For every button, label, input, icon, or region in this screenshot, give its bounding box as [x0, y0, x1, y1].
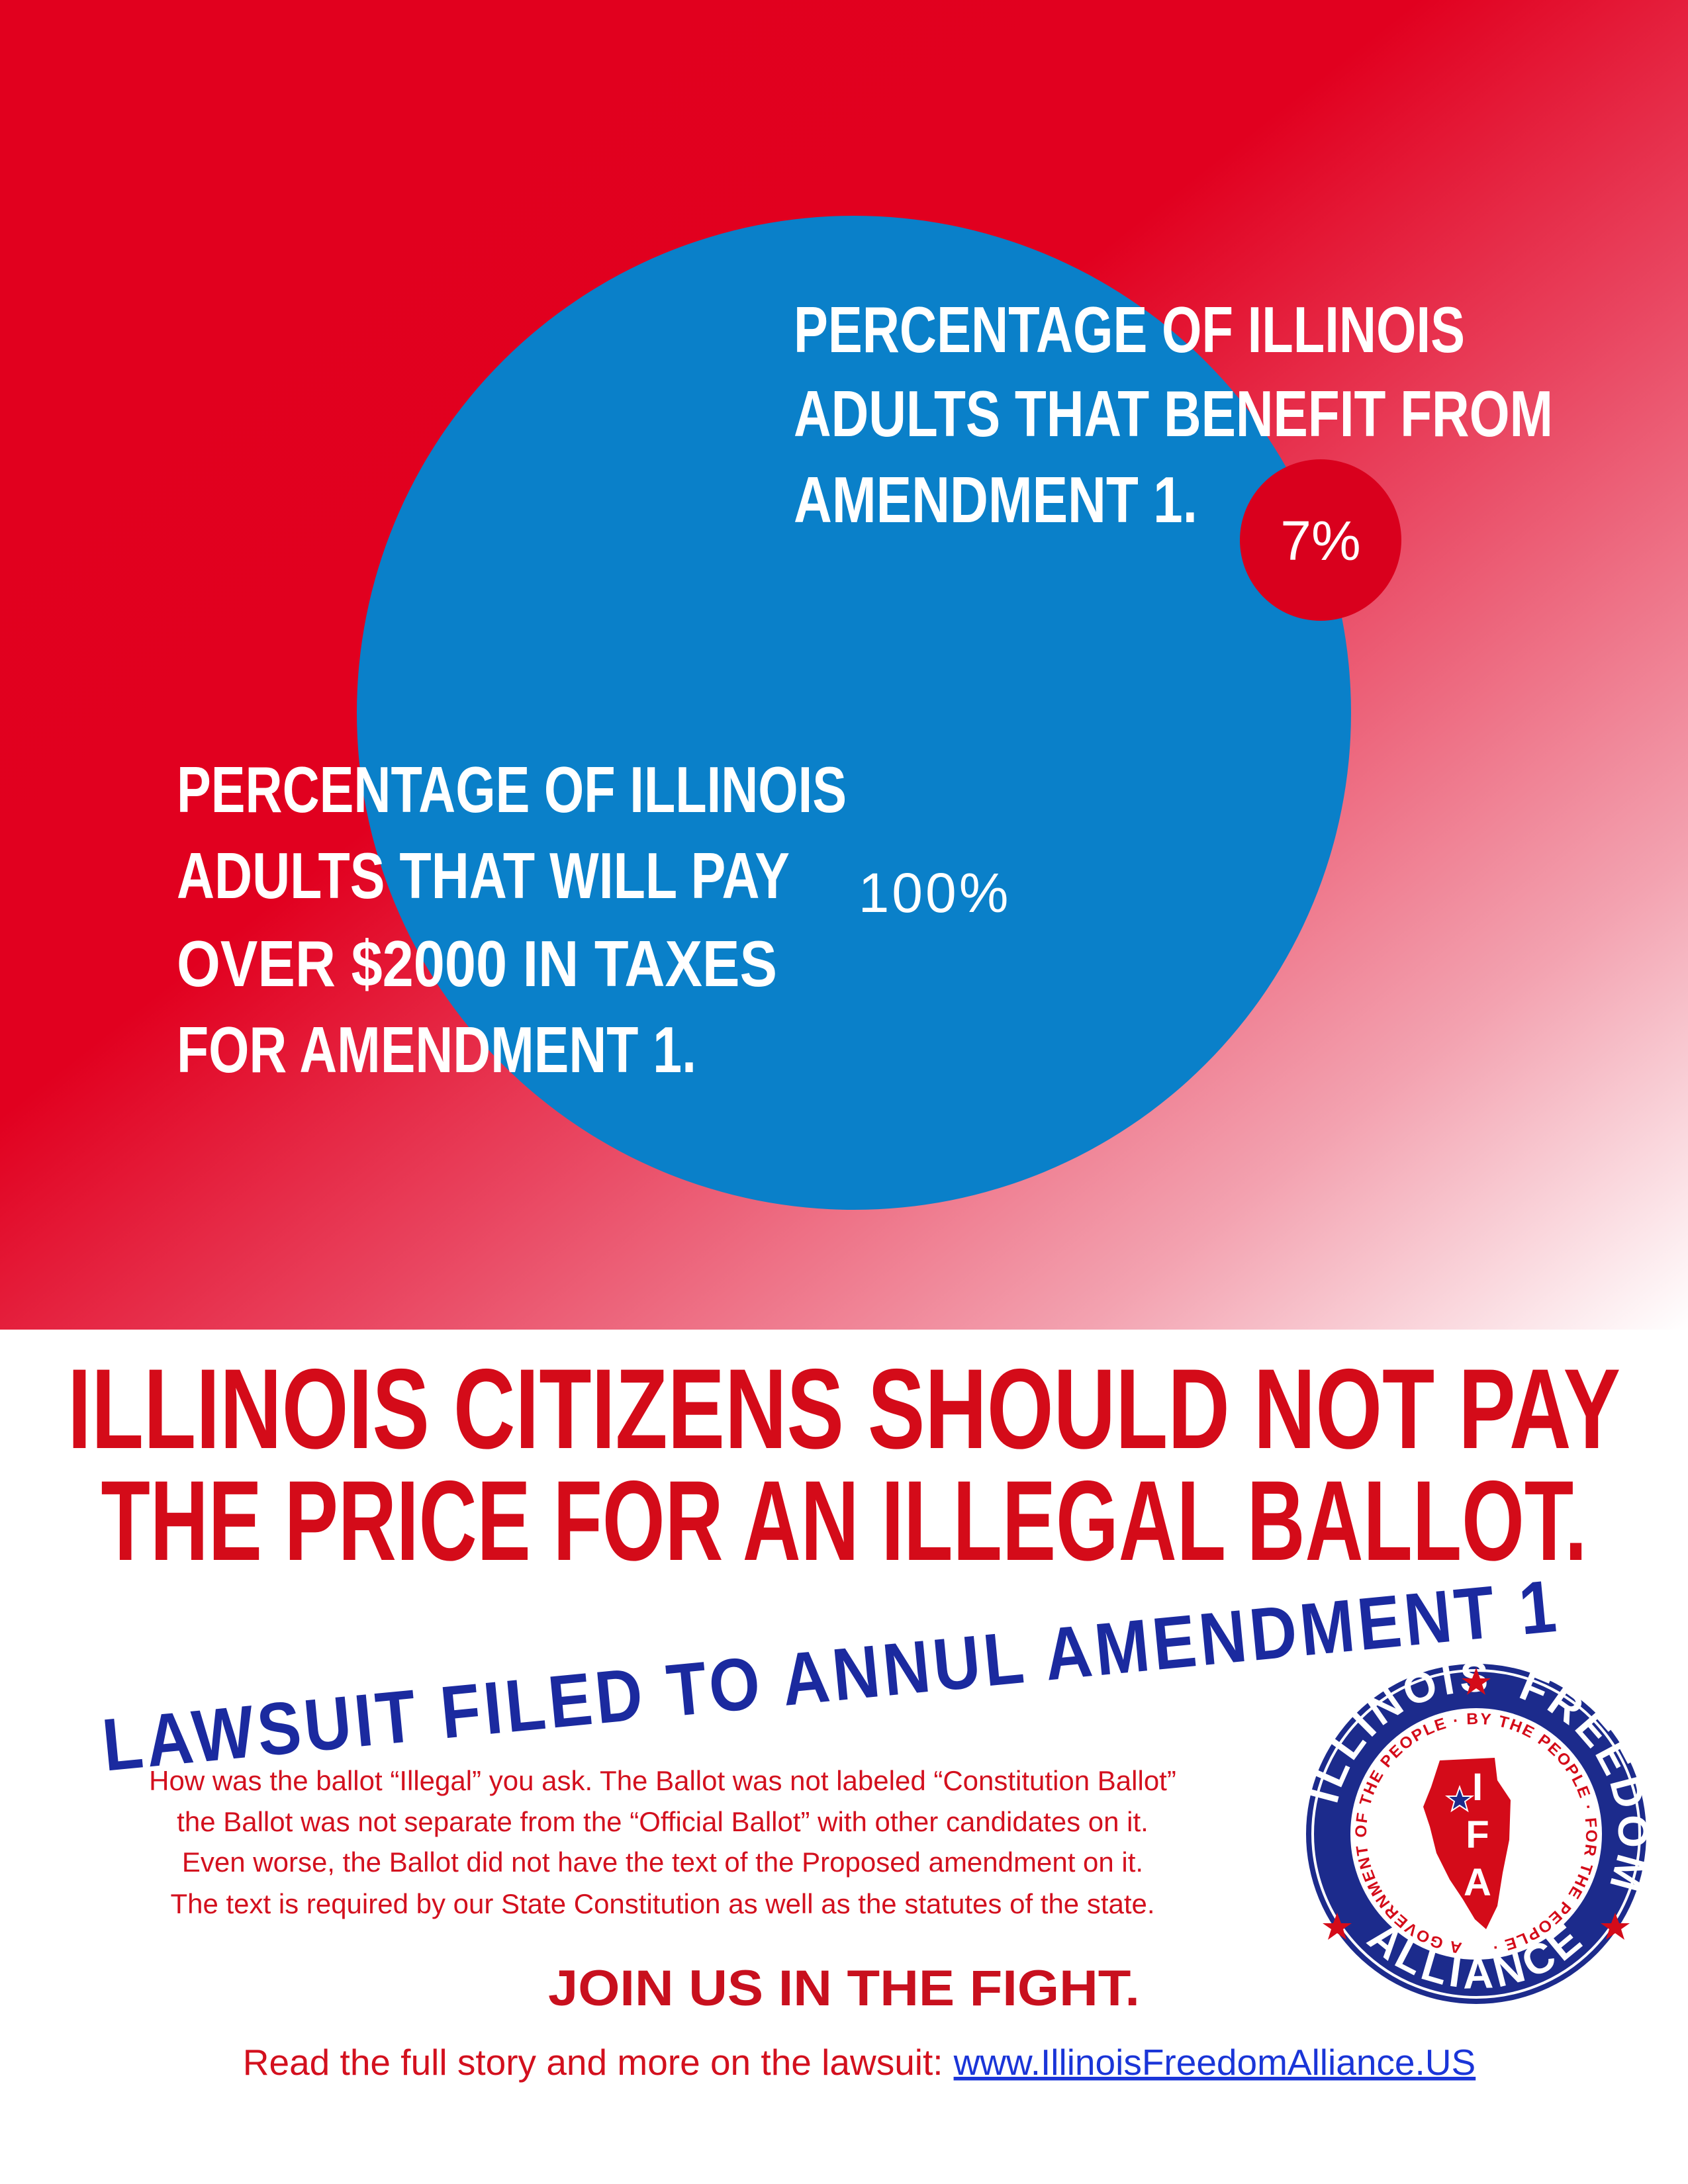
large-circle — [357, 216, 1351, 1210]
body-line: the Ballot was not separate from the “Of… — [177, 1806, 1149, 1837]
body-line: The text is required by our State Consti… — [170, 1888, 1154, 1919]
logo-star — [1601, 1913, 1630, 1940]
pay-label: OVER $2000 IN TAXES — [177, 927, 777, 1000]
call-to-action: JOIN US IN THE FIGHT. — [548, 1960, 1140, 2017]
small-circle — [1240, 459, 1401, 621]
logo-letter: I — [1472, 1766, 1483, 1809]
logo-star — [1444, 1785, 1475, 1813]
pay-label: ADULTS THAT WILL PAY — [177, 839, 790, 912]
pay-value: 100% — [859, 862, 1011, 924]
benefit-label: PERCENTAGE OF ILLINOIS — [794, 293, 1465, 366]
logo: I F A ILLINOIS FREEDOM ALLIANCE A GOVERN… — [1299, 1653, 1653, 2004]
footer-text: Read the full story and more on the laws… — [243, 2042, 943, 2083]
logo-letter: A — [1464, 1861, 1491, 1904]
logo-star — [1462, 1668, 1491, 1695]
logo-star — [1323, 1913, 1352, 1940]
benefit-value: 7% — [1280, 510, 1360, 572]
footer: Read the full story and more on the laws… — [243, 2042, 1476, 2083]
pay-label: PERCENTAGE OF ILLINOIS — [177, 753, 847, 826]
headline: ILLINOIS CITIZENS SHOULD NOT PAY — [68, 1345, 1620, 1473]
benefit-label: ADULTS THAT BENEFIT FROM — [794, 377, 1553, 450]
headline: THE PRICE FOR AN ILLEGAL BALLOT. — [101, 1457, 1587, 1584]
body-line: Even worse, the Ballot did not have the … — [182, 1846, 1143, 1878]
body-line: How was the ballot “Illegal” you ask. Th… — [149, 1765, 1176, 1796]
state-shape — [1423, 1758, 1511, 1929]
pay-label: FOR AMENDMENT 1. — [177, 1013, 696, 1086]
benefit-label: AMENDMENT 1. — [794, 463, 1197, 536]
logo-letter: F — [1466, 1813, 1489, 1856]
footer-link[interactable]: www.IllinoisFreedomAlliance.US — [953, 2042, 1476, 2083]
